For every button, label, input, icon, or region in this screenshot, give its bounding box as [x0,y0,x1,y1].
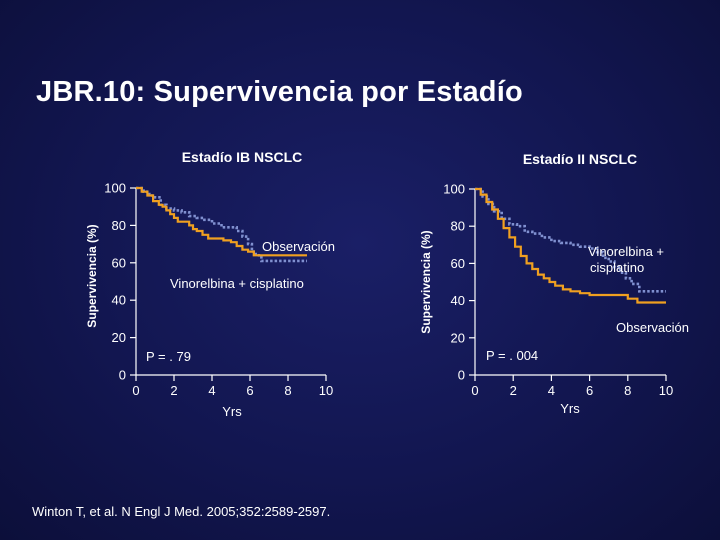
axes: 0 20 40 60 80 100 0 2 4 6 8 10 [443,182,673,399]
y-tick-label: 100 [104,181,126,196]
y-tick-label: 80 [112,218,126,233]
y-tick-label: 100 [443,182,465,197]
x-tick-label: 4 [208,383,215,398]
x-tick-label: 4 [548,383,555,398]
y-tick-label: 40 [112,293,126,308]
axes: 0 20 40 60 80 100 0 2 4 6 8 10 [104,181,333,399]
x-tick-label: 2 [510,383,517,398]
y-tick-label: 60 [451,256,465,271]
y-tick-label: 20 [451,330,465,345]
y-axis-label: Supervivencia (%) [419,230,433,333]
chart-title: Estadío II NSCLC [523,151,637,167]
x-axis-label: Yrs [560,401,580,416]
y-tick-label: 60 [112,255,126,270]
series-vinorelbina-line [136,186,307,263]
y-tick-label: 0 [119,368,126,383]
annotation-vinorelbina-line1: Vinorelbina + [588,244,664,259]
x-tick-label: 2 [170,383,177,398]
series-lines [475,187,666,304]
x-tick-label: 6 [586,383,593,398]
page-title: JBR.10: Supervivencia por Estadío [36,76,523,108]
chart-stage-ib: Estadío IB NSCLC Supervivencia (%) Yrs 0… [85,149,335,419]
y-tick-label: 0 [458,368,465,383]
citation: Winton T, et al. N Engl J Med. 2005;352:… [32,504,331,519]
y-axis-label: Supervivencia (%) [85,224,99,327]
annotation-vinorelbina: Vinorelbina + cisplatino [170,276,304,291]
series-lines [136,186,307,263]
series-observacion-line [136,186,307,257]
x-tick-label: 8 [624,383,631,398]
x-axis-label: Yrs [222,404,242,419]
x-tick-label: 6 [246,383,253,398]
annotation-p-value: P = . 004 [486,348,538,363]
annotation-p-value: P = . 79 [146,349,191,364]
x-tick-label: 0 [132,383,139,398]
x-tick-label: 0 [471,383,478,398]
y-tick-label: 40 [451,293,465,308]
y-tick-label: 20 [112,330,126,345]
chart-stage-ii: Estadío II NSCLC Supervivencia (%) Yrs 0… [419,151,689,416]
series-vinorelbina-line [475,187,666,293]
x-tick-label: 10 [659,383,673,398]
y-tick-label: 80 [451,219,465,234]
x-tick-label: 8 [284,383,291,398]
annotation-observacion: Observación [262,239,335,254]
annotation-observacion: Observación [616,320,689,335]
series-observacion-line [475,187,666,304]
annotation-vinorelbina-line2: cisplatino [590,260,644,275]
chart-title: Estadío IB NSCLC [182,149,303,165]
x-tick-label: 10 [319,383,333,398]
